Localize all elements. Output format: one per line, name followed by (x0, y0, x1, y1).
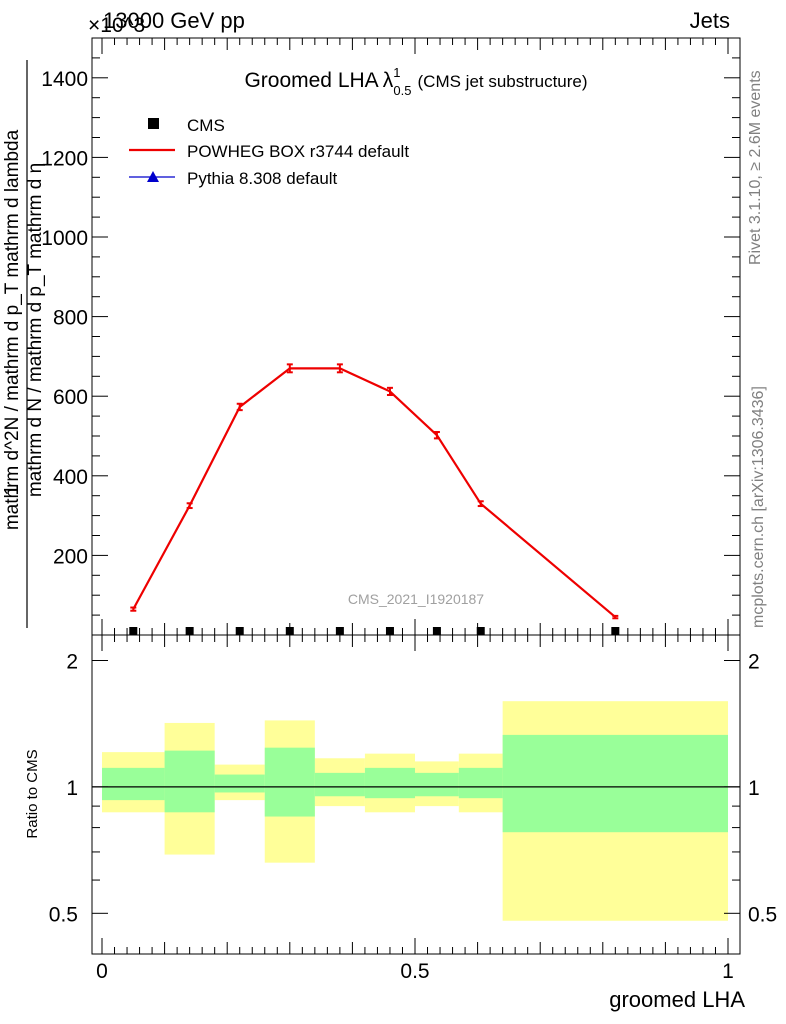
analysis-watermark: CMS_2021_I1920187 (348, 591, 484, 607)
ratio-band-bin (364, 767, 415, 799)
ratio-band-bin (264, 747, 315, 817)
ratio-y-label: Ratio to CMS (24, 749, 41, 838)
main-y-tick-label: 600 (53, 386, 88, 409)
ratio-y-tick-label-left: 1 (66, 777, 78, 800)
ratio-band-bin (164, 750, 215, 813)
legend-label: POWHEG BOX r3744 default (187, 142, 409, 161)
ratio-x-tick-label: 1 (722, 960, 734, 983)
ratio-frame (91, 634, 741, 955)
y-label-line1: mathrm d N / mathrm d p_T mathrm d η (25, 163, 46, 497)
chart-title-sub: 0.5 (393, 83, 411, 98)
ratio-band-bin (415, 772, 459, 797)
ratio-band-bin (314, 772, 365, 797)
chart-title-sup: 1 (393, 65, 400, 80)
cms-point (129, 627, 138, 635)
main-panel: 200 400 600 800 1000 1200 1400 CMS_2021_I19201… (41, 37, 741, 636)
process-label: Jets (690, 8, 730, 33)
powheg-series (130, 363, 619, 620)
legend-marker-triangle (147, 171, 159, 182)
ratio-y-tick-label-left: 2 (66, 650, 78, 673)
ratio-x-tick-label: 0.5 (400, 960, 429, 983)
ratio-panel: 0.5 0.51 12 2 0 0.5 1 Ratio to CMS groomed LH… (24, 634, 777, 1012)
main-y-tick-label: 1000 (41, 227, 88, 250)
main-y-axis: 200 400 600 800 1000 1200 1400 (41, 37, 740, 636)
main-y-tick-label: 1400 (41, 68, 88, 91)
chart-title-rest: (CMS jet substructure) (418, 72, 588, 91)
cms-point (235, 627, 244, 635)
ratio-bands (102, 701, 728, 921)
ratio-y-tick-label-right: 2 (748, 650, 760, 673)
ratio-y-axis: 0.5 0.5 1 1 2 2 (49, 650, 777, 926)
main-y-tick-label: 200 (53, 545, 88, 568)
cms-series (129, 627, 620, 635)
ratio-y-tick-label-left: 0.5 (49, 903, 78, 926)
chart-title-symbol: λ (383, 69, 394, 92)
cms-point (611, 627, 620, 635)
x-axis-label: groomed LHA (609, 987, 745, 1012)
main-y-label: 1 mathrm d N / mathrm d p_T mathrm d η m… (1, 60, 46, 628)
ratio-y-tick-label-right: 0.5 (748, 903, 777, 926)
main-y-tick-label: 800 (53, 307, 88, 330)
ratio-y-tick-label-right: 1 (748, 777, 760, 800)
cms-point (285, 627, 294, 635)
main-y-tick-label: 400 (53, 466, 88, 489)
y-exponent-label: ×10^3 (88, 14, 145, 37)
ratio-band-bin (214, 774, 265, 793)
cms-point (185, 627, 194, 635)
chart-title-main: Groomed LHA (244, 69, 378, 92)
ratio-band-bin (502, 734, 728, 833)
cms-point (335, 627, 344, 635)
ratio-band-bin (102, 767, 165, 801)
energy-label: 13000 GeV pp (103, 8, 245, 33)
legend-label: Pythia 8.308 default (187, 169, 338, 188)
mcplots-label: mcplots.cern.ch [arXiv:1306.3436] (750, 386, 767, 628)
main-y-tick-label: 1200 (41, 147, 88, 170)
legend: CMS POWHEG BOX r3744 default Pythia 8.308 … (129, 116, 409, 188)
legend-marker-square (148, 118, 159, 129)
chart-title: Groomed LHA λ1 0.5 (CMS jet substructure) (244, 65, 587, 98)
cms-point (476, 627, 485, 635)
ratio-x-axis: 0 0.5 1 (96, 635, 734, 983)
cms-point (385, 627, 394, 635)
y-label-line2: mathrm d^2N / mathrm d p_T mathrm d lamb… (2, 129, 23, 530)
cms-point (432, 627, 441, 635)
ratio-x-tick-label: 0 (96, 960, 108, 983)
y-label-numerator: 1 (1, 484, 23, 495)
rivet-label: Rivet 3.1.10, ≥ 2.6M events (747, 70, 764, 265)
powheg-line (132, 367, 617, 618)
legend-label: CMS (187, 116, 225, 135)
ratio-band-bin (458, 767, 503, 799)
